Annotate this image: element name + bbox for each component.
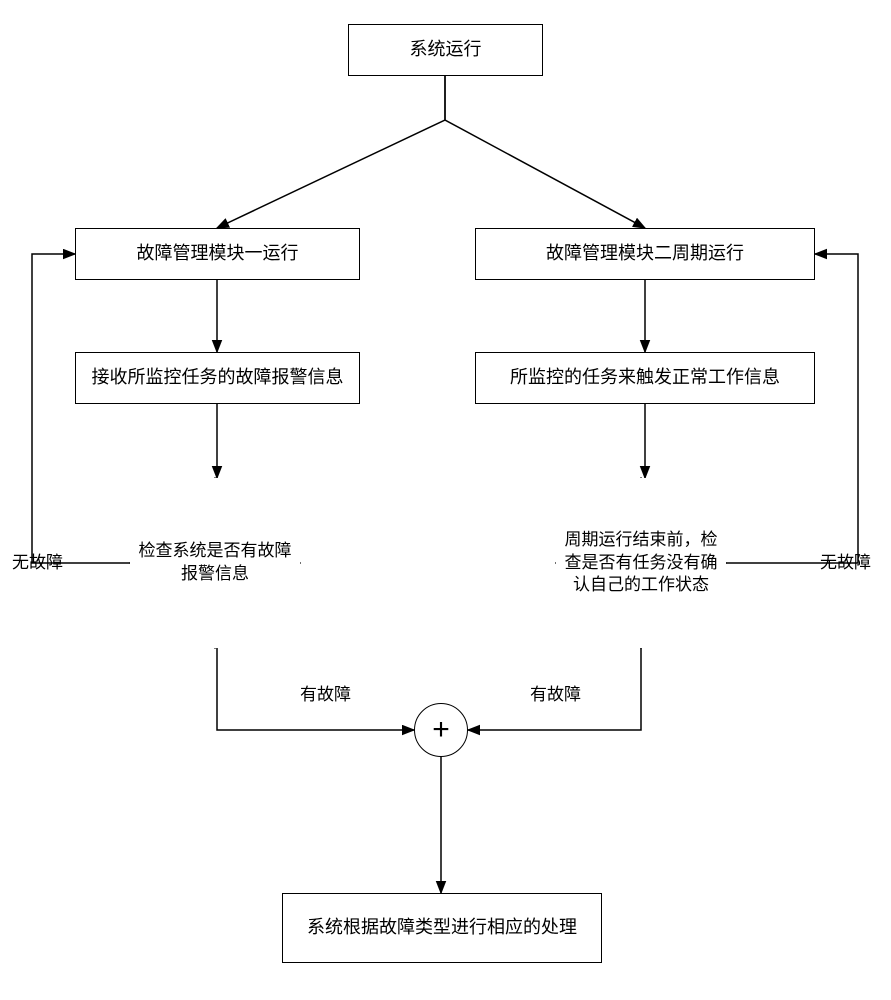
edge-label-no-fault-left: 无故障 (12, 552, 63, 574)
node-label: 所监控的任务来触发正常工作信息 (510, 365, 780, 390)
node-system-run: 系统运行 (348, 24, 543, 76)
node-module1-run: 故障管理模块一运行 (75, 228, 360, 280)
node-merge-plus: + (414, 703, 468, 757)
edge-label-has-fault-left: 有故障 (300, 684, 351, 706)
edge-label-no-fault-right: 无故障 (820, 552, 871, 574)
edge-label-has-fault-right: 有故障 (530, 684, 581, 706)
node-label: 系统根据故障类型进行相应的处理 (307, 915, 577, 940)
node-check-task-status: 周期运行结束前，检查是否有任务没有确认自己的工作状态 (556, 478, 726, 648)
node-label: 检查系统是否有故障报警信息 (130, 540, 300, 586)
node-trigger-normal: 所监控的任务来触发正常工作信息 (475, 352, 815, 404)
node-label: 系统运行 (410, 37, 482, 62)
node-label: 故障管理模块一运行 (137, 241, 299, 266)
plus-icon: + (432, 713, 450, 747)
node-label: 故障管理模块二周期运行 (546, 241, 744, 266)
node-module2-run: 故障管理模块二周期运行 (475, 228, 815, 280)
node-check-alarm: 检查系统是否有故障报警信息 (130, 478, 300, 648)
node-handle-fault: 系统根据故障类型进行相应的处理 (282, 893, 602, 963)
flowchart-canvas: 系统运行 故障管理模块一运行 故障管理模块二周期运行 接收所监控任务的故障报警信… (0, 0, 891, 1000)
node-receive-alarm: 接收所监控任务的故障报警信息 (75, 352, 360, 404)
node-label: 接收所监控任务的故障报警信息 (92, 365, 344, 390)
node-label: 周期运行结束前，检查是否有任务没有确认自己的工作状态 (556, 529, 726, 598)
